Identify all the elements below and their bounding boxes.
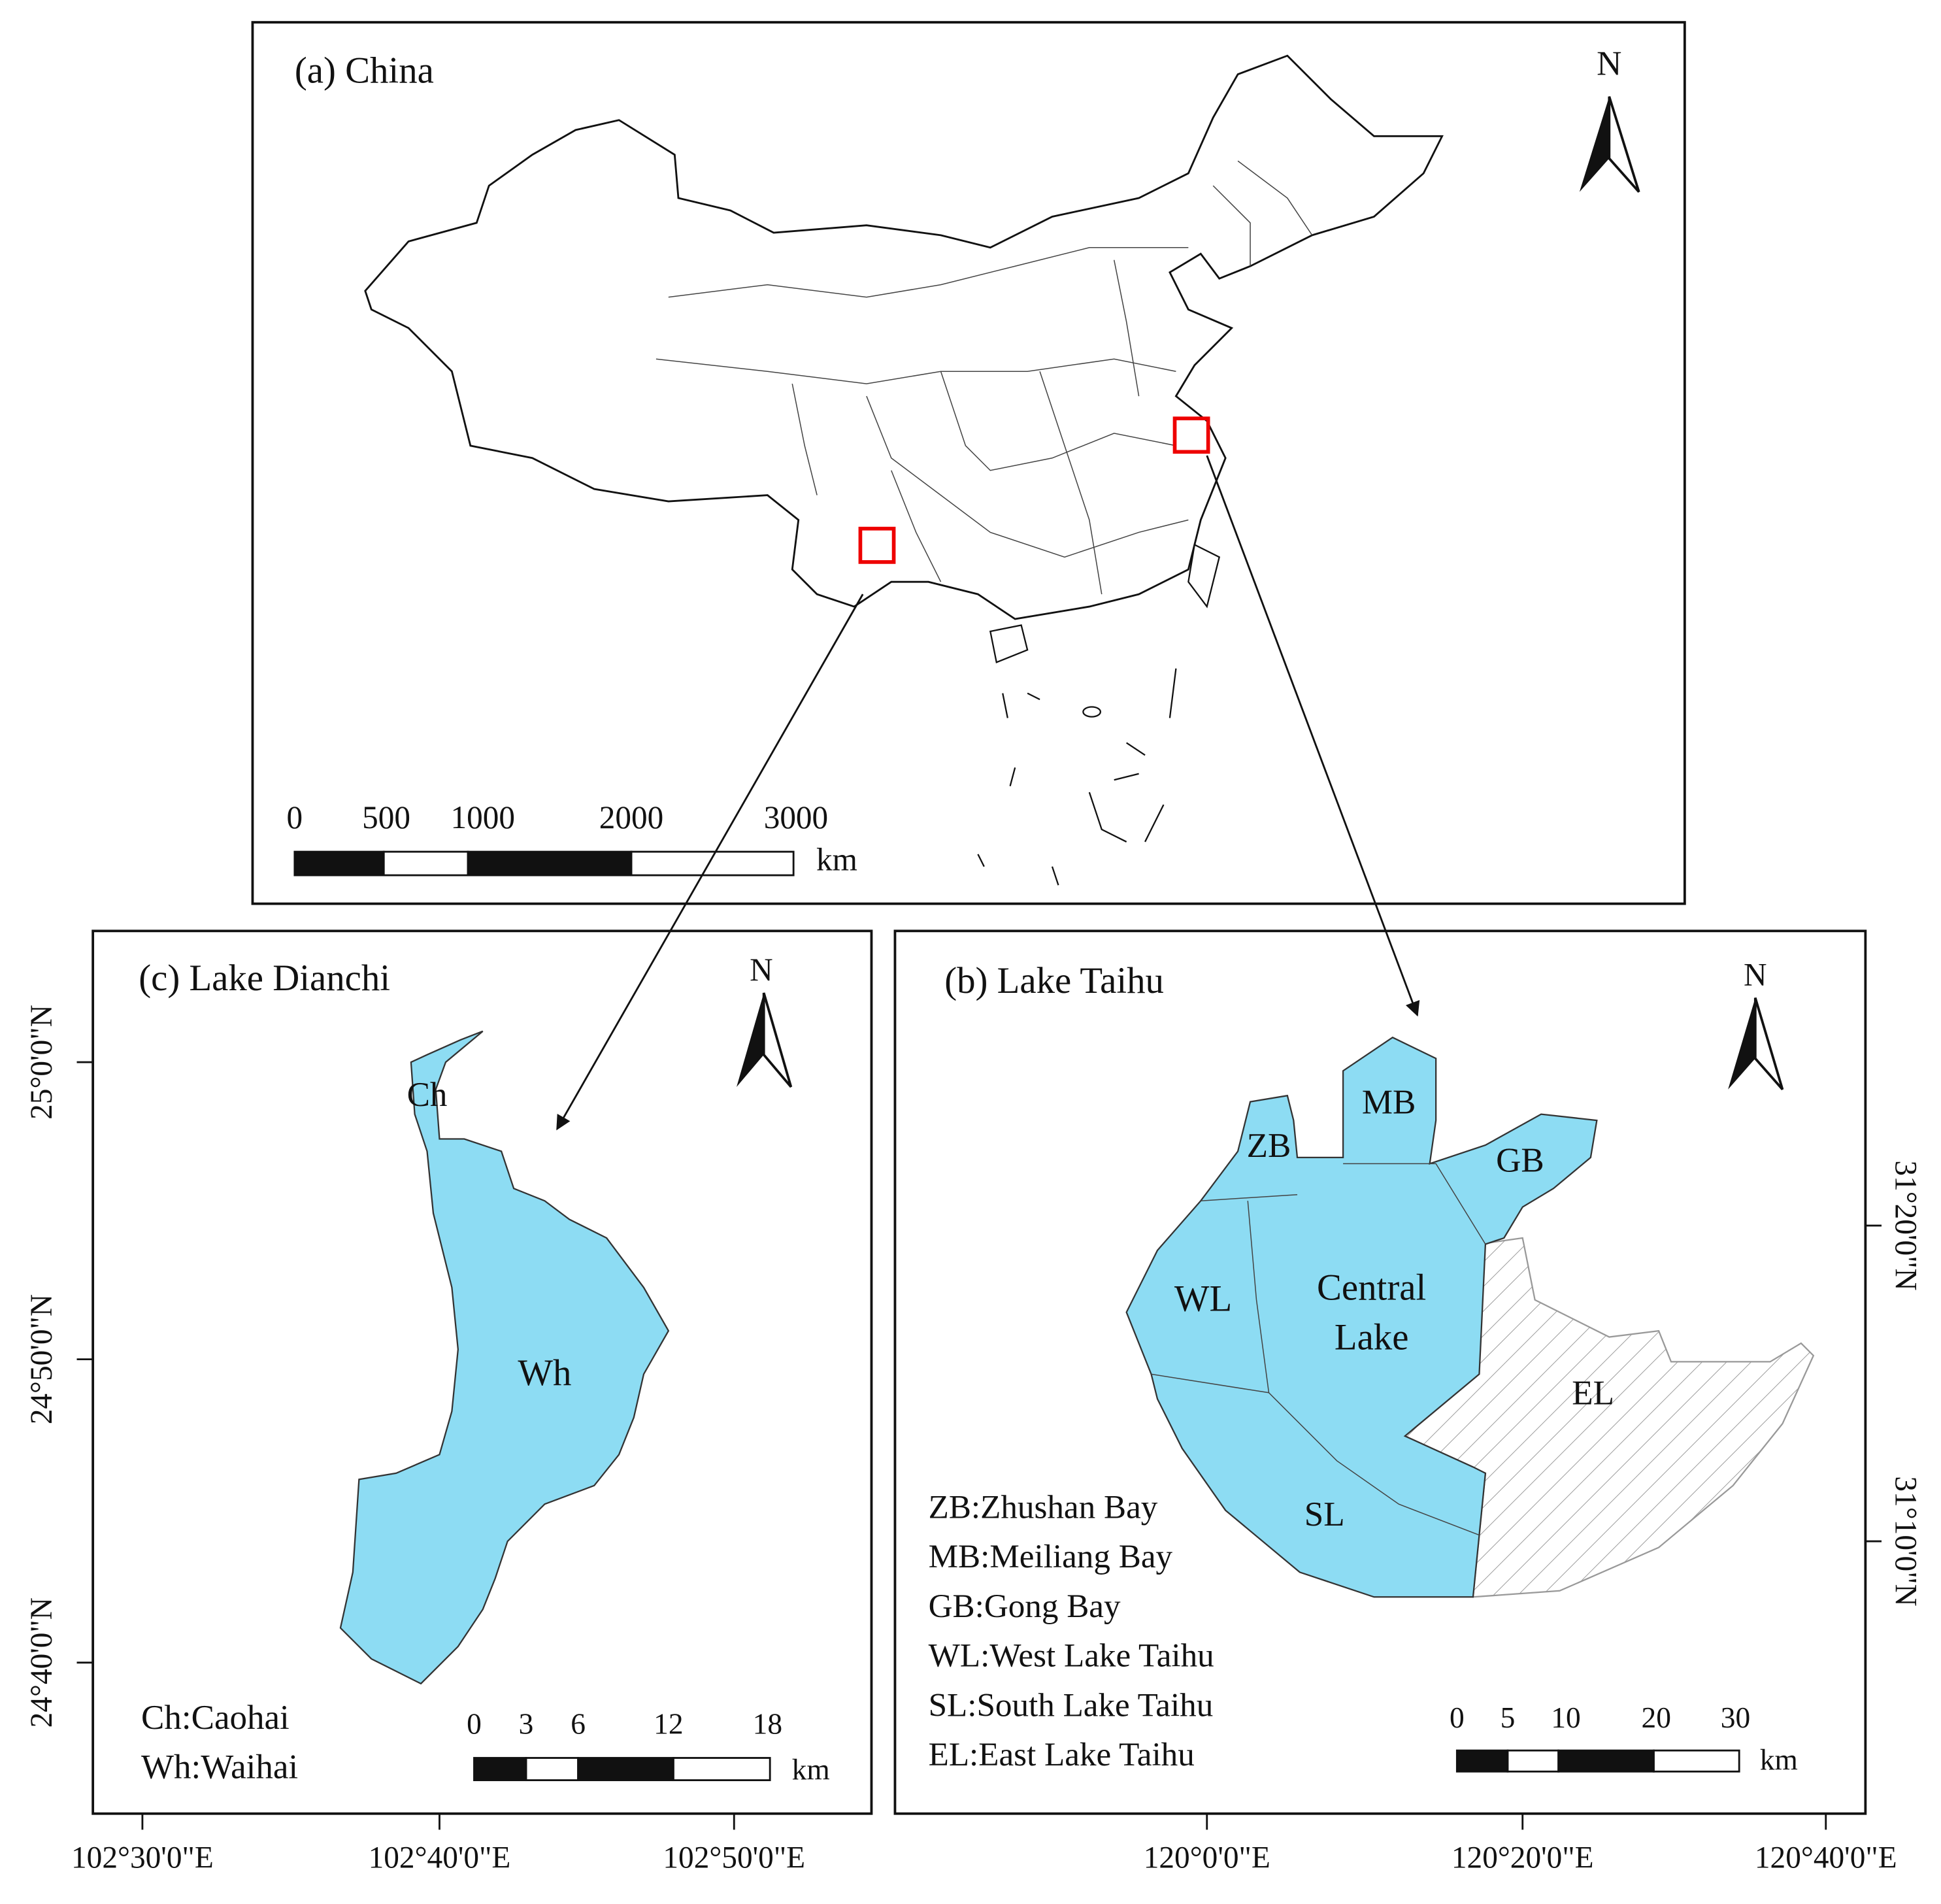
- scale-label: 12: [654, 1707, 683, 1741]
- region-label: Ch: [407, 1076, 448, 1114]
- region-label: GB: [1496, 1142, 1544, 1180]
- x-axis-label: 120°0'0"E: [1144, 1841, 1270, 1875]
- x-axis-label: 102°30'0"E: [71, 1841, 214, 1875]
- x-axis-label: 120°40'0"E: [1755, 1841, 1897, 1875]
- panel-frame: [91, 929, 873, 1815]
- y-axis-label: 31°10'0"N: [1888, 1476, 1922, 1606]
- panel-title: (a) China: [295, 50, 434, 92]
- legend-entry: GB:Gong Bay: [929, 1588, 1121, 1625]
- scale-label: 6: [571, 1707, 586, 1741]
- panel-frame: [893, 929, 1867, 1815]
- scale-label: 0: [287, 799, 303, 835]
- china-outline: [364, 54, 1444, 620]
- south-sea-islands: [977, 668, 1177, 886]
- scale-label: 10: [1551, 1701, 1580, 1734]
- island: [989, 624, 1029, 663]
- legend-entry: SL:South Lake Taihu: [929, 1686, 1214, 1724]
- island: [1187, 543, 1221, 609]
- north-arrow: [1728, 997, 1784, 1090]
- region-label: SL: [1304, 1495, 1345, 1533]
- x-axis-label: 102°50'0"E: [663, 1841, 805, 1875]
- scale-label: 20: [1642, 1701, 1671, 1734]
- zoom-arrow: [1206, 455, 1420, 1017]
- y-axis-label: 31°20'0"N: [1888, 1160, 1922, 1290]
- study-area-marker: [858, 526, 896, 564]
- zoom-arrow: [556, 593, 864, 1131]
- scale-label: 3000: [764, 799, 828, 835]
- scale-label: 3: [519, 1707, 534, 1741]
- panel-title: (c) Lake Dianchi: [139, 958, 390, 999]
- legend-entry: ZB:Zhushan Bay: [929, 1488, 1158, 1526]
- scale-label: 500: [362, 799, 410, 835]
- x-axis-label: 120°20'0"E: [1452, 1841, 1594, 1875]
- north-label: N: [1597, 44, 1621, 82]
- y-axis-label: 24°50'0"N: [25, 1294, 59, 1424]
- scale-label: 18: [753, 1707, 782, 1741]
- y-axis-label: 25°0'0"N: [25, 1005, 59, 1120]
- scale-bar: [1455, 1749, 1740, 1773]
- axis-ticks: [76, 1061, 735, 1830]
- legend-entry: WL:West Lake Taihu: [929, 1637, 1214, 1675]
- north-label: N: [750, 952, 773, 988]
- scale-label: 0: [467, 1707, 482, 1741]
- scale-bar: [473, 1757, 771, 1782]
- legend-entry: Ch:Caohai: [141, 1699, 290, 1737]
- north-arrow: [1579, 96, 1640, 193]
- scale-unit: km: [816, 841, 857, 877]
- scale-label: 2000: [599, 799, 663, 835]
- scale-label: 1000: [451, 799, 515, 835]
- panel-title: (b) Lake Taihu: [944, 960, 1164, 1001]
- region-label: EL: [1572, 1375, 1614, 1412]
- legend-entry: MB:Meiliang Bay: [929, 1538, 1173, 1575]
- y-axis-label: 24°40'0"N: [25, 1597, 59, 1728]
- region-label: MB: [1362, 1084, 1416, 1122]
- north-arrow: [737, 992, 793, 1088]
- study-area-marker: [1172, 416, 1210, 454]
- x-axis-label: 102°40'0"E: [369, 1841, 511, 1875]
- north-label: N: [1744, 957, 1767, 993]
- scale-unit: km: [1760, 1743, 1798, 1777]
- region-label: Lake: [1335, 1316, 1409, 1358]
- region-label: Central: [1317, 1267, 1426, 1309]
- scale-unit: km: [792, 1753, 830, 1786]
- legend-entry: Wh:Waihai: [141, 1748, 298, 1786]
- panel-frame: [251, 21, 1686, 905]
- scale-bar: [293, 850, 795, 877]
- scale-label: 5: [1501, 1701, 1516, 1734]
- axis-ticks: [1206, 1224, 1882, 1830]
- scale-label: 30: [1721, 1701, 1750, 1734]
- scale-label: 0: [1450, 1701, 1465, 1734]
- lake-taihu: [1125, 1036, 1598, 1598]
- province-borders: [655, 160, 1313, 595]
- zone-borders: [1151, 1163, 1486, 1536]
- lake-dianchi: [339, 1030, 670, 1685]
- region-label: Wh: [518, 1352, 571, 1394]
- region-label: ZB: [1247, 1127, 1291, 1165]
- legend-entry: EL:East Lake Taihu: [929, 1736, 1195, 1773]
- region-label: WL: [1174, 1278, 1232, 1320]
